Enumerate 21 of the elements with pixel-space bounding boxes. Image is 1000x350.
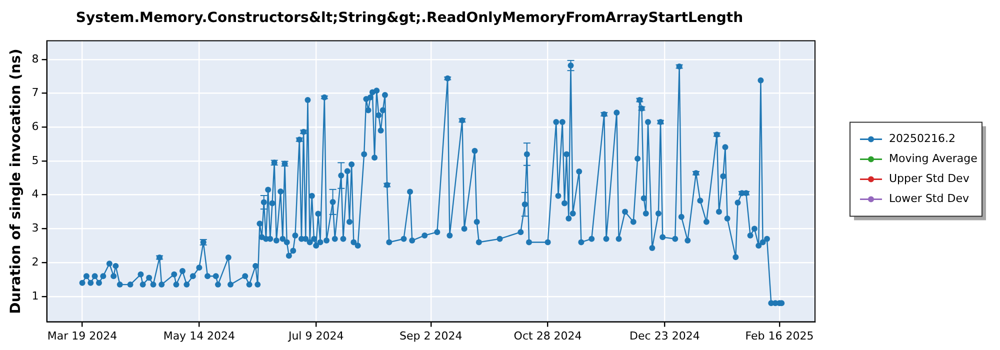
x-tick-label: Dec 23 2024: [630, 329, 700, 342]
y-tick-label: 3: [32, 222, 39, 235]
y-tick-label: 8: [32, 52, 39, 66]
x-tick-label: Jul 9 2024: [287, 329, 344, 342]
chart-title: System.Memory.Constructors&lt;String&gt;.ReadOnlyMemoryFromArrayStartLength: [76, 10, 744, 26]
x-tick-label: Feb 16 2025: [745, 329, 814, 342]
y-tick-label: 5: [32, 154, 39, 167]
x-tick-label: May 14 2024: [163, 329, 236, 342]
x-tick-label: Oct 28 2024: [514, 329, 582, 342]
y-tick-label: 1: [32, 289, 39, 302]
y-axis-title: Duration of single invocation (ns): [8, 48, 24, 314]
legend-label: 20250216.2: [889, 132, 956, 146]
x-tick-label: Sep 2 2024: [400, 329, 462, 342]
x-tick-label: Mar 19 2024: [47, 329, 118, 342]
y-tick-label: 6: [32, 120, 39, 133]
y-tick-label: 4: [32, 188, 39, 201]
y-tick-label: 2: [32, 255, 39, 268]
legend-label: Moving Average: [889, 152, 978, 166]
y-tick-label: 7: [32, 86, 39, 100]
legend-label: Lower Std Dev: [889, 192, 970, 206]
legend-label: Upper Std Dev: [889, 172, 970, 186]
